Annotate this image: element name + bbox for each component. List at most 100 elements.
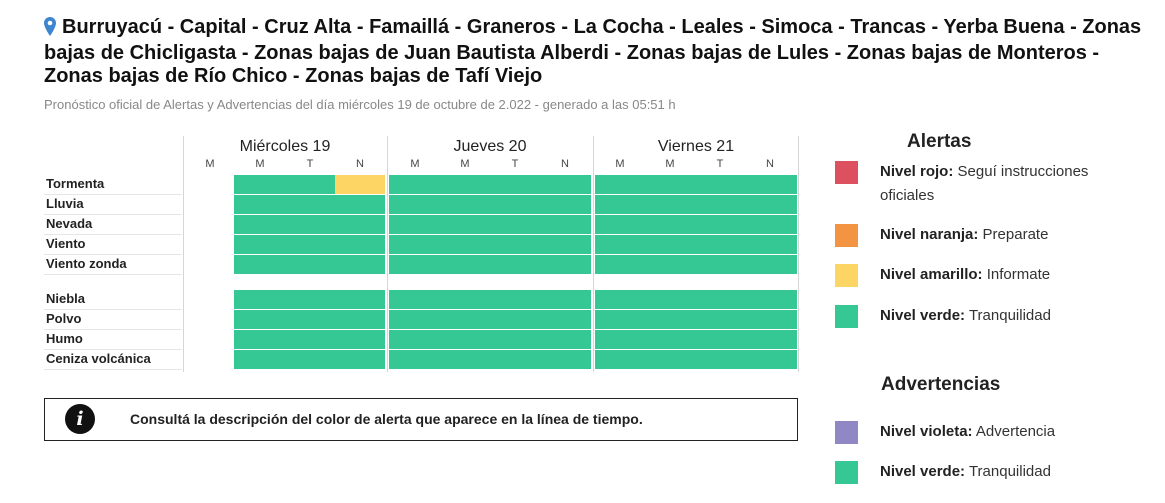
alert-cell-verde xyxy=(696,195,747,214)
alert-cell-verde xyxy=(389,255,440,274)
alert-cell-verde xyxy=(696,350,747,369)
alert-cell-verde xyxy=(645,350,696,369)
alert-cell-amarillo xyxy=(334,175,385,194)
alertas-title: Alertas xyxy=(907,131,972,152)
alert-cell-verde xyxy=(746,310,797,329)
row-label: Tormenta xyxy=(46,176,105,191)
alert-cell-verde xyxy=(284,175,335,194)
alert-cell-verde xyxy=(284,195,335,214)
alert-cell-verde xyxy=(540,215,591,234)
legend-swatch xyxy=(835,224,858,247)
alert-cell-verde xyxy=(746,175,797,194)
alert-cell-verde xyxy=(645,215,696,234)
row-label: Lluvia xyxy=(46,196,84,211)
legend-item: Nivel amarillo: Informate xyxy=(880,263,1110,287)
legend-desc: Informate xyxy=(986,266,1051,283)
alert-cell-verde xyxy=(645,255,696,274)
map-pin-icon xyxy=(44,17,56,42)
alert-cell-verde xyxy=(696,330,747,349)
legend-desc: Tranquilidad xyxy=(968,307,1051,324)
alert-cell-verde xyxy=(234,215,285,234)
period-label: N xyxy=(766,158,774,170)
legend-desc: Seguí instrucciones oficiales xyxy=(880,163,1089,204)
legend-swatch xyxy=(835,264,858,287)
alert-cell-verde xyxy=(334,310,385,329)
alert-cell-verde xyxy=(389,290,440,309)
alert-cell-verde xyxy=(490,290,541,309)
alert-cell-verde xyxy=(389,350,440,369)
period-label: N xyxy=(561,158,569,170)
legend-swatch xyxy=(835,421,858,444)
legend-level: Nivel rojo: xyxy=(880,163,954,180)
legend-swatch xyxy=(835,161,858,184)
legend-level: Nivel verde: xyxy=(880,307,966,324)
alert-cell-verde xyxy=(595,215,646,234)
period-label: M xyxy=(255,158,265,170)
alert-cell-verde xyxy=(439,290,490,309)
timeline-divider xyxy=(387,136,388,372)
alert-cell-verde xyxy=(234,350,285,369)
alert-cell-verde xyxy=(439,195,490,214)
alert-cell-verde xyxy=(696,235,747,254)
row-label: Ceniza volcánica xyxy=(46,351,151,366)
alert-cell-verde xyxy=(389,310,440,329)
period-label: M xyxy=(410,158,420,170)
alert-cell-verde xyxy=(746,255,797,274)
alert-cell-verde xyxy=(284,290,335,309)
alert-cell-verde xyxy=(540,235,591,254)
alert-cell-verde xyxy=(490,195,541,214)
alert-cell-verde xyxy=(389,330,440,349)
row-separator xyxy=(44,274,182,275)
alert-cell-verde xyxy=(234,290,285,309)
alert-cell-verde xyxy=(334,330,385,349)
alert-cell-verde xyxy=(540,290,591,309)
alert-cell-verde xyxy=(595,175,646,194)
alert-cell-verde xyxy=(439,255,490,274)
row-separator xyxy=(44,349,182,350)
alert-cell-verde xyxy=(595,310,646,329)
legend-desc: Tranquilidad xyxy=(968,463,1051,480)
alert-cell-verde xyxy=(746,350,797,369)
alert-cell-verde xyxy=(334,350,385,369)
alert-cell-verde xyxy=(389,175,440,194)
alert-cell-verde xyxy=(645,290,696,309)
alert-cell-verde xyxy=(645,310,696,329)
row-separator xyxy=(44,309,182,310)
alert-cell-verde xyxy=(439,235,490,254)
alert-cell-verde xyxy=(284,330,335,349)
alert-cell-verde xyxy=(490,310,541,329)
alert-cell-verde xyxy=(284,310,335,329)
alert-cell-verde xyxy=(234,330,285,349)
alert-cell-verde xyxy=(595,255,646,274)
alert-cell-verde xyxy=(540,255,591,274)
alert-cell-verde xyxy=(540,195,591,214)
alert-cell-verde xyxy=(490,330,541,349)
alert-cell-verde xyxy=(389,215,440,234)
row-label: Nevada xyxy=(46,216,93,231)
alert-cell-verde xyxy=(746,330,797,349)
alert-cell-verde xyxy=(696,175,747,194)
row-label: Viento xyxy=(46,236,86,251)
row-label: Polvo xyxy=(46,311,82,326)
row-separator xyxy=(44,254,182,255)
alert-cell-verde xyxy=(490,350,541,369)
alert-cell-verde xyxy=(439,330,490,349)
alert-cell-verde xyxy=(490,235,541,254)
alert-cell-verde xyxy=(284,215,335,234)
alert-cell-verde xyxy=(334,290,385,309)
page-title: Burruyacú - Capital - Cruz Alta - Famail… xyxy=(44,16,1154,88)
info-text: Consultá la descripción del color de ale… xyxy=(130,411,643,427)
alert-cell-verde xyxy=(645,175,696,194)
alert-cell-verde xyxy=(234,195,285,214)
alert-cell-verde xyxy=(490,255,541,274)
period-label: M xyxy=(665,158,675,170)
alert-cell-verde xyxy=(334,255,385,274)
row-separator xyxy=(44,234,182,235)
row-separator xyxy=(44,369,182,370)
alert-cell-verde xyxy=(334,235,385,254)
alert-cell-verde xyxy=(595,195,646,214)
alert-cell-verde xyxy=(746,235,797,254)
alert-cell-verde xyxy=(540,175,591,194)
alert-cell-verde xyxy=(595,350,646,369)
alert-cell-verde xyxy=(696,290,747,309)
